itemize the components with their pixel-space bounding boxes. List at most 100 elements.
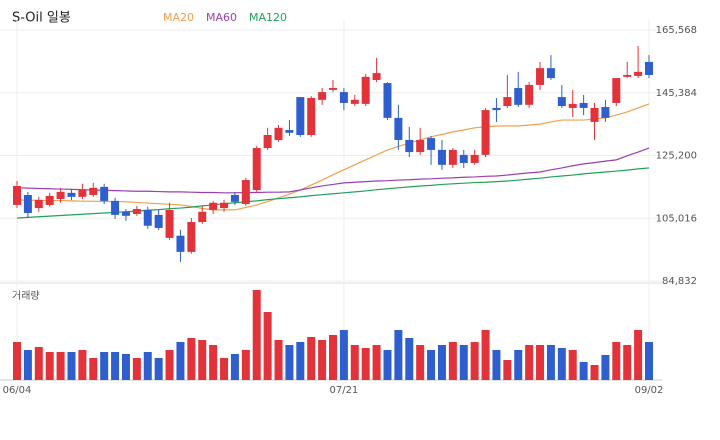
- candle-body: [361, 76, 370, 104]
- candle-body: [514, 88, 523, 105]
- y-tick-label: 125,200: [656, 151, 697, 162]
- candle-body: [34, 199, 43, 209]
- volume-bar: [568, 350, 577, 380]
- volume-bar: [23, 350, 32, 380]
- volume-bar: [100, 352, 109, 380]
- volume-bar: [470, 342, 479, 380]
- candle-body: [546, 68, 555, 79]
- candle-body: [23, 194, 32, 214]
- volume-bar: [416, 345, 425, 380]
- volume-bar: [514, 350, 523, 380]
- candle-body: [525, 84, 534, 105]
- volume-bar: [634, 330, 643, 380]
- candle-body: [318, 92, 327, 100]
- volume-bar: [557, 348, 566, 380]
- candle-body: [557, 97, 566, 107]
- volume-bar: [143, 352, 152, 380]
- candle-body: [198, 211, 207, 223]
- candle-body: [230, 194, 239, 202]
- candle-body: [263, 134, 272, 149]
- volume-bar: [546, 345, 555, 380]
- candle-body: [590, 107, 599, 122]
- volume-bar: [209, 345, 218, 380]
- volume-bar: [230, 354, 239, 380]
- volume-bar: [481, 330, 490, 380]
- volume-bar: [612, 342, 621, 380]
- candle-body: [220, 202, 229, 209]
- candle-body: [394, 117, 403, 140]
- candle-body: [339, 92, 348, 103]
- candle-body: [536, 68, 545, 85]
- candle-body: [165, 209, 174, 238]
- volume-bar: [78, 350, 87, 380]
- candle-body: [252, 148, 261, 191]
- candle-body: [405, 139, 414, 153]
- candle-body: [372, 73, 381, 80]
- x-tick-label: 09/02: [635, 385, 664, 396]
- candle-body: [492, 107, 501, 111]
- candle-body: [187, 222, 196, 252]
- candle-body: [209, 202, 218, 210]
- volume-bar: [198, 340, 207, 380]
- volume-bar: [165, 350, 174, 380]
- candle-body: [45, 195, 54, 205]
- volume-bar: [296, 342, 305, 380]
- candle-body: [503, 97, 512, 107]
- volume-bar: [427, 350, 436, 380]
- volume-bar: [437, 345, 446, 380]
- candle-body: [437, 149, 446, 165]
- volume-bar: [34, 347, 43, 380]
- volume-bar: [67, 352, 76, 380]
- candle-body: [645, 61, 653, 75]
- candle-body: [67, 192, 76, 197]
- volume-bar: [318, 340, 327, 380]
- candle-body: [176, 235, 185, 252]
- x-tick-label: 07/21: [329, 385, 358, 396]
- candle-body: [601, 107, 610, 118]
- candle-body: [329, 88, 337, 90]
- volume-bar: [121, 354, 130, 380]
- y-tick-label: 84,832: [662, 276, 697, 287]
- y-tick-label: 145,384: [656, 88, 697, 99]
- legend-entry: MA120: [249, 11, 287, 24]
- candle-body: [132, 208, 141, 214]
- volume-bar: [132, 358, 141, 380]
- volume-bar: [154, 358, 163, 380]
- candle-body: [383, 83, 392, 118]
- volume-bar: [623, 345, 632, 380]
- volume-bar: [372, 345, 381, 380]
- candle-body: [89, 187, 98, 195]
- volume-bar: [601, 355, 610, 380]
- candle-body: [634, 71, 643, 76]
- volume-bar: [285, 345, 294, 380]
- candle-body: [56, 191, 65, 200]
- y-tick-label: 105,016: [656, 213, 697, 224]
- volume-bar: [405, 338, 414, 380]
- volume-bar: [645, 342, 653, 380]
- candle-body: [285, 130, 294, 133]
- volume-bar: [241, 350, 250, 380]
- volume-bar: [383, 350, 392, 380]
- volume-bar: [448, 342, 457, 380]
- candle-body: [274, 127, 283, 140]
- volume-bar: [13, 342, 21, 380]
- candle-body: [121, 211, 130, 216]
- volume-bar: [525, 345, 534, 380]
- volume-bar: [187, 338, 196, 380]
- volume-label: 거래량: [12, 290, 40, 302]
- volume-bar: [176, 342, 185, 380]
- candle-body: [241, 180, 250, 204]
- volume-bar: [329, 335, 337, 380]
- candle-body: [427, 138, 436, 150]
- candle-body: [416, 139, 425, 153]
- volume-bar: [56, 352, 65, 380]
- candle-body: [448, 149, 457, 165]
- volume-bar: [503, 360, 512, 380]
- volume-bar: [492, 350, 501, 380]
- ma-line: [16, 103, 650, 211]
- candle-body: [459, 154, 468, 163]
- candle-body: [143, 209, 152, 226]
- ma-line: [16, 147, 650, 194]
